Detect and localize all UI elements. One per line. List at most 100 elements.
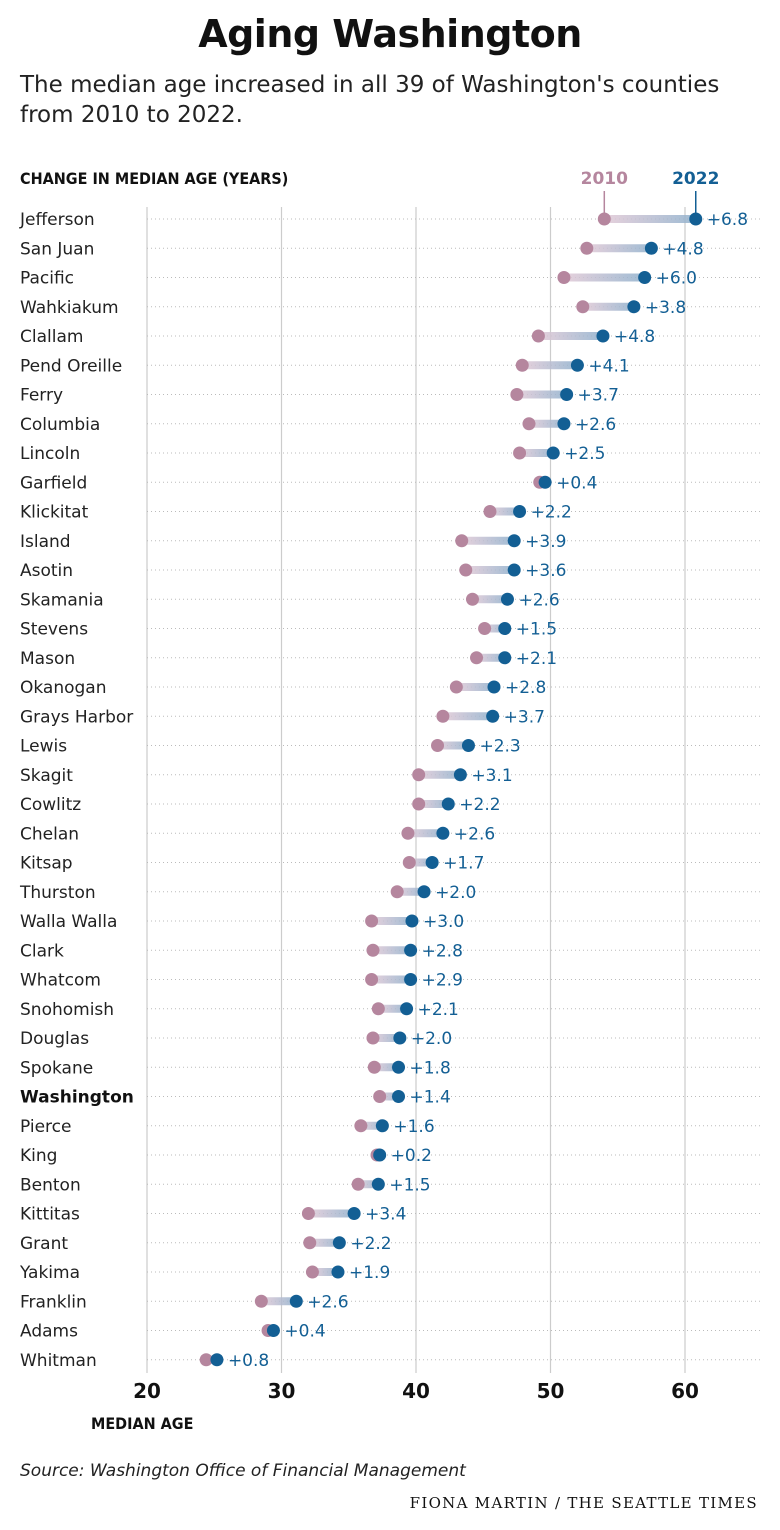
row-douglas: Douglas +2.0 [20,1029,762,1049]
row-label: King [20,1146,57,1166]
change-bar [372,1034,400,1042]
row-label: Grant [20,1234,68,1254]
row-label: Cowlitz [20,795,81,815]
row-columbia: Columbia +2.6 [20,415,762,435]
dot-2022 [373,1148,387,1162]
row-whatcom: Whatcom +2.9 [20,971,762,991]
dot-2022 [557,417,571,431]
row-label: Walla Walla [20,912,117,932]
dot-2010 [483,505,497,518]
row-grant: Grant +2.2 [20,1234,762,1254]
row-klickitat: Klickitat +2.2 [20,503,762,523]
row-snohomish: Snohomish +2.1 [20,1000,762,1020]
change-bar [489,507,520,516]
dot-2022 [644,241,658,255]
change-bar [372,946,411,955]
row-thurston: Thurston +2.0 [19,883,762,903]
row-label: Okanogan [20,678,107,698]
x-tick-label: 50 [537,1379,565,1403]
dot-2022 [425,856,439,869]
row-label: Pierce [20,1117,71,1137]
change-label: +2.2 [459,795,500,815]
row-pend-oreille: Pend Oreille +4.1 [20,356,762,376]
change-bar [476,653,505,662]
change-bar [309,1238,340,1247]
change-bar [538,332,603,340]
change-label: +1.8 [410,1058,451,1078]
change-bar [522,361,578,370]
change-label: +2.5 [564,444,605,464]
dot-2010 [455,534,469,548]
row-label: Chelan [20,824,79,844]
row-label: Stevens [20,620,88,640]
dot-2022 [560,388,574,401]
change-bar [472,595,508,604]
row-label: Klickitat [20,503,89,523]
change-label: +2.6 [518,590,559,610]
row-label: San Juan [20,239,94,259]
row-label: Ferry [20,386,63,406]
row-mason: Mason +2.1 [20,649,762,669]
dot-2010 [449,680,463,694]
dot-2022 [392,1060,406,1074]
change-bar [461,536,515,545]
change-label: +3.4 [365,1205,406,1225]
row-label: Clark [20,941,64,961]
row-chelan: Chelan +2.6 [20,824,762,844]
change-label: +3.1 [471,766,512,786]
change-bar [358,1180,379,1189]
dot-2022 [689,212,703,226]
change-label: +2.2 [350,1234,391,1254]
row-label: Island [20,532,71,552]
change-bar [374,1063,399,1072]
dot-2022 [487,680,501,694]
change-label: +2.8 [422,941,463,961]
dot-2010 [402,856,416,869]
dot-2022 [500,592,514,606]
dot-2010 [366,1031,380,1045]
dot-2010 [254,1294,268,1308]
row-clallam: Clallam +4.8 [20,327,762,347]
row-label: Kittitas [20,1205,80,1225]
row-label: Thurston [19,883,96,903]
dot-2022 [486,709,500,723]
rows-layer: Jefferson +6.8 San Juan +4.8 Pacific +6.0 Wahk… [19,210,762,1371]
dot-2010 [459,563,473,577]
dot-2022 [461,739,475,752]
dot-2010 [513,446,527,460]
dot-2022 [498,651,512,665]
change-label: +2.9 [422,971,463,991]
x-tick-label: 20 [133,1379,161,1403]
row-benton: Benton +1.5 [20,1175,762,1195]
row-clark: Clark +2.8 [20,941,762,961]
change-label: +2.6 [454,824,495,844]
dot-2022 [638,271,652,284]
row-garfield: Garfield +0.4 [20,473,762,493]
row-label: Pend Oreille [20,356,122,376]
dot-2022 [627,300,641,314]
change-label: +3.0 [423,912,464,932]
change-bar [312,1268,338,1276]
dot-2022 [331,1265,345,1279]
row-franklin: Franklin +2.6 [20,1292,762,1312]
change-bar [308,1209,355,1218]
change-bar [563,273,645,282]
dot-2022 [507,534,521,548]
change-label: +2.0 [435,883,476,903]
change-label: +3.9 [525,532,566,552]
x-axis-title: MEDIAN AGE [91,1414,193,1433]
row-label: Benton [20,1175,81,1195]
row-label: Skamania [20,590,104,610]
dot-2022 [513,505,527,518]
source-note: Source: Washington Office of Financial M… [20,1461,466,1481]
dot-2010 [478,622,492,635]
row-pacific: Pacific +6.0 [20,269,762,289]
row-washington: Washington +1.4 [20,1088,762,1108]
dot-2010 [580,241,594,255]
change-label: +2.8 [505,678,546,698]
row-label: Pacific [20,269,74,289]
dot-2010 [301,1207,315,1220]
dot-2010 [470,651,484,665]
dot-2022 [289,1294,303,1308]
change-bar [586,244,652,253]
